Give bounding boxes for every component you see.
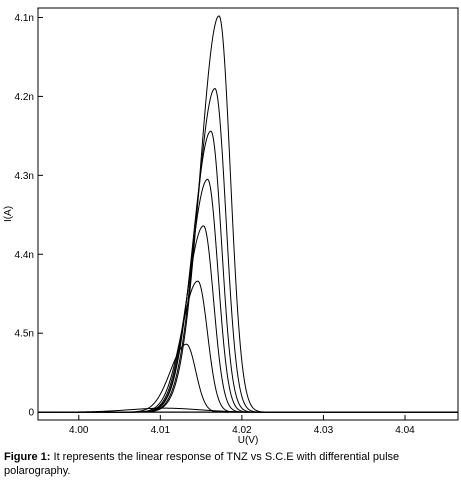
- series-line: [38, 343, 458, 413]
- series-line: [38, 15, 458, 413]
- plot-frame: [37, 7, 459, 421]
- x-axis-label: U(V): [238, 435, 259, 446]
- x-tick-label: 4.00: [69, 425, 89, 436]
- x-tick-label: 4.04: [395, 425, 415, 436]
- x-tick-label: 4.03: [314, 425, 334, 436]
- series-line: [38, 280, 458, 413]
- y-tick-label: 4.3n: [15, 171, 34, 182]
- y-tick-label: 4.1n: [15, 13, 34, 24]
- x-tick-label: 4.02: [232, 425, 252, 436]
- y-axis-ticks: 0 4.5n 4.4n 4.3n 4.2n 4.1n: [15, 13, 43, 419]
- series-layer: [38, 15, 458, 413]
- y-tick-label: 4.5n: [15, 329, 34, 340]
- y-tick-label: 4.4n: [15, 250, 34, 261]
- x-axis-ticks: 4.00 4.01 4.02 4.03 4.04: [69, 415, 415, 436]
- series-line: [38, 225, 458, 413]
- x-tick-label: 4.01: [151, 425, 171, 436]
- y-axis-label: I(A): [3, 206, 14, 222]
- caption-text: It represents the linear response of TNZ…: [4, 451, 400, 477]
- caption-label: Figure 1:: [4, 451, 51, 463]
- figure-caption: Figure 1: It represents the linear respo…: [4, 450, 459, 478]
- series-line: [38, 130, 458, 413]
- y-tick-label: 4.2n: [15, 92, 34, 103]
- polarogram-chart: 4.00 4.01 4.02 4.03 4.04 0 4.5n 4.4n 4.3n 4.2n 4.…: [3, 7, 459, 446]
- series-line: [38, 178, 458, 413]
- y-tick-label: 0: [28, 408, 34, 419]
- series-line: [38, 88, 458, 413]
